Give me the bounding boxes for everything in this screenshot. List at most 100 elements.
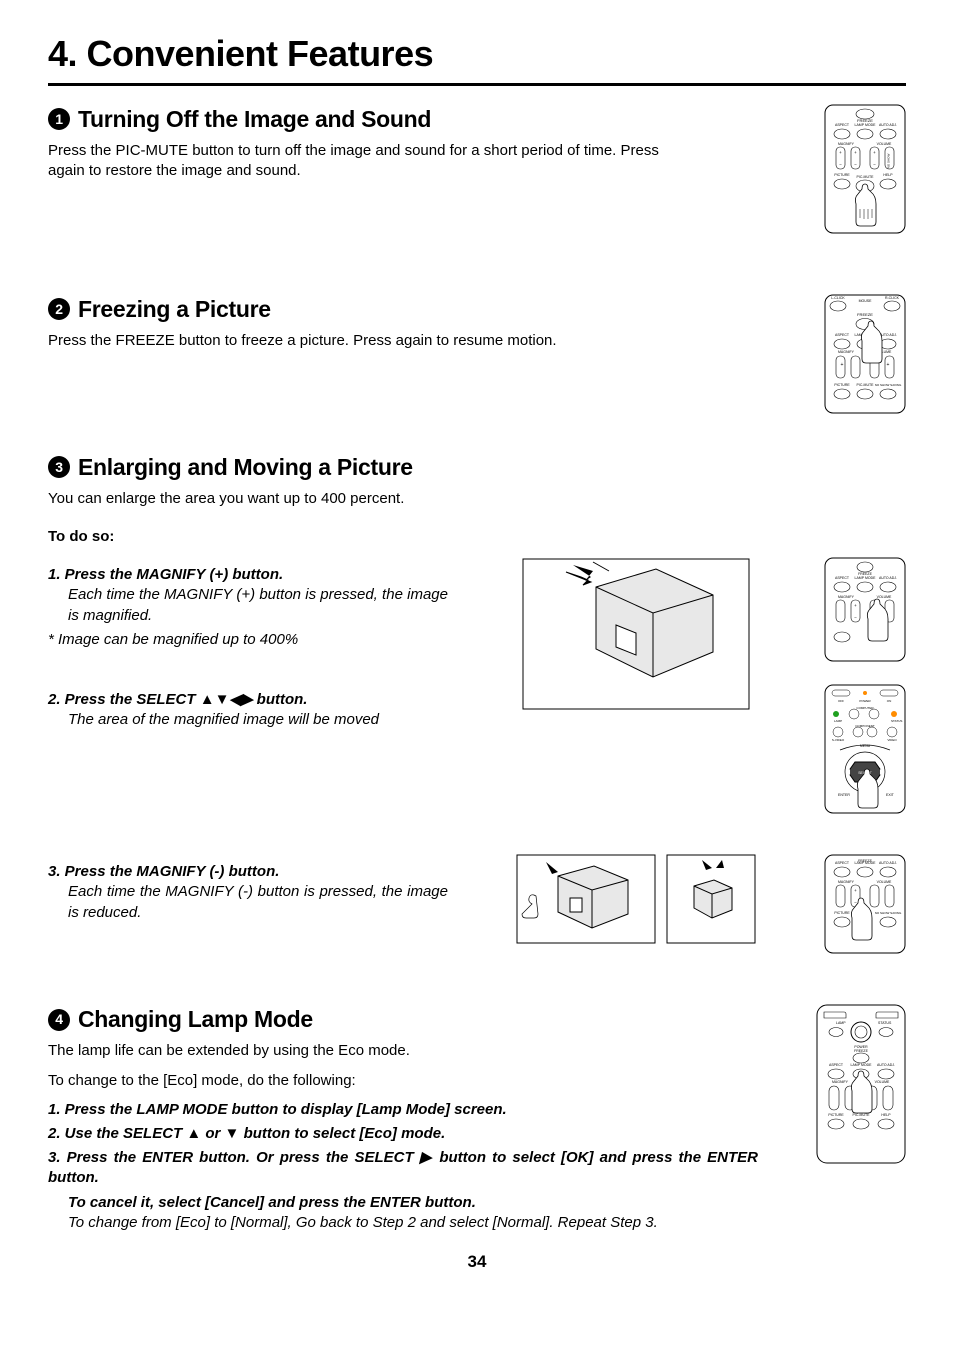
chapter-title: 4. Convenient Features <box>48 30 906 86</box>
svg-text:OFF: OFF <box>838 699 844 703</box>
svg-text:NO SHOW: NO SHOW <box>887 153 891 168</box>
section-1-heading: 1 Turning Off the Image and Sound <box>48 104 804 135</box>
svg-text:PICTURE: PICTURE <box>828 1113 844 1117</box>
section-1-title: Turning Off the Image and Sound <box>78 104 431 135</box>
section-1-body: Press the PIC-MUTE button to turn off th… <box>48 141 668 182</box>
step-3-detail: Each time the MAGNIFY (-) button is pres… <box>48 882 448 923</box>
illustration-zoom-out <box>516 854 756 944</box>
svg-text:AUTO ADJ.: AUTO ADJ. <box>879 576 897 580</box>
step-1-label: 1. Press the MAGNIFY (+) button. <box>48 565 448 585</box>
svg-text:PICTURE: PICTURE <box>834 383 850 387</box>
sec4-note: To change from [Eco] to [Normal], Go bac… <box>48 1213 748 1233</box>
remote-magnify-plus: FREEZE ASPECT LAMP MODE AUTO ADJ. MAGNIF… <box>824 557 906 662</box>
svg-text:+: + <box>854 603 857 608</box>
sec4-step3: 3. Press the ENTER button. Or press the … <box>48 1148 758 1189</box>
svg-text:+: + <box>854 888 857 893</box>
svg-text:LAMP MODE: LAMP MODE <box>855 576 877 580</box>
section-4-intro1: The lamp life can be extended by using t… <box>48 1041 768 1061</box>
section-4-title: Changing Lamp Mode <box>78 1004 313 1035</box>
section-4: 4 Changing Lamp Mode The lamp life can b… <box>48 1004 906 1233</box>
svg-text:VOLUME: VOLUME <box>877 142 892 146</box>
sec4-cancel: To cancel it, select [Cancel] and press … <box>48 1193 768 1213</box>
svg-text:FREEZE: FREEZE <box>857 312 873 317</box>
step-1-note: * Image can be magnified up to 400% <box>48 630 448 650</box>
step-2-label: 2. Press the SELECT ▲▼◀▶ button. <box>48 690 448 710</box>
svg-text:ASPECT: ASPECT <box>835 576 850 580</box>
svg-text:−: − <box>839 162 842 167</box>
section-3-todo: To do so: <box>48 527 906 547</box>
svg-text:+: + <box>841 362 844 368</box>
svg-text:LAMP MODE: LAMP MODE <box>855 861 877 865</box>
svg-text:PIC-MUTE: PIC-MUTE <box>857 175 875 179</box>
illustration-zoom-in <box>521 557 751 712</box>
section-3-heading: 3 Enlarging and Moving a Picture <box>48 452 906 483</box>
section-4-heading: 4 Changing Lamp Mode <box>48 1004 768 1035</box>
svg-text:MAGNIFY: MAGNIFY <box>838 350 855 354</box>
svg-text:PIC-MUTE: PIC-MUTE <box>857 383 875 387</box>
step-3-label: 3. Press the MAGNIFY (-) button. <box>48 862 448 882</box>
remote-select-dpad: OFF POWER ON COMPUTER LAMP STATUS COMPON… <box>824 684 906 814</box>
svg-text:STATUS: STATUS <box>891 719 902 723</box>
svg-text:HELP: HELP <box>881 1113 891 1117</box>
svg-text:VOLUME: VOLUME <box>877 595 892 599</box>
svg-text:EXIT: EXIT <box>886 793 895 797</box>
section-4-figure: LAMP STATUS POWER FREEZE ASPECT LAMP MOD… <box>816 1004 906 1233</box>
sec4-step2: 2. Use the SELECT ▲ or ▼ button to selec… <box>48 1124 768 1144</box>
svg-text:L-CLICK: L-CLICK <box>831 296 845 300</box>
svg-text:MAGNIFY: MAGNIFY <box>832 1080 849 1084</box>
step-1: 1. Press the MAGNIFY (+) button. Each ti… <box>48 565 448 626</box>
svg-text:AUTO ADJ.: AUTO ADJ. <box>879 123 897 127</box>
svg-text:−: − <box>873 162 876 167</box>
svg-text:MOUSE: MOUSE <box>859 299 873 303</box>
svg-text:LAMP: LAMP <box>836 1021 846 1025</box>
svg-text:LAMP MODE: LAMP MODE <box>855 123 877 127</box>
remote-magnify-minus: FREEZE ASPECT LAMP MODE AUTO ADJ. MAGNIF… <box>824 854 906 954</box>
section-2-figure: L-CLICK R-CLICK MOUSE FREEZE ASPECT LAMP… <box>824 294 906 414</box>
svg-text:S-VIDEO: S-VIDEO <box>832 738 845 742</box>
svg-text:+: + <box>854 150 857 155</box>
svg-text:−: − <box>854 615 857 620</box>
svg-text:MAGNIFY: MAGNIFY <box>838 880 855 884</box>
svg-text:MENU: MENU <box>860 744 871 748</box>
step-1-detail: Each time the MAGNIFY (+) button is pres… <box>48 585 448 626</box>
svg-text:HELP: HELP <box>883 173 893 177</box>
section-3-intro: You can enlarge the area you want up to … <box>48 489 906 509</box>
svg-text:R-CLICK: R-CLICK <box>885 296 900 300</box>
svg-text:−: − <box>854 162 857 167</box>
svg-text:MAGNIFY: MAGNIFY <box>838 142 855 146</box>
svg-text:ASPECT: ASPECT <box>835 333 850 337</box>
section-2-title: Freezing a Picture <box>78 294 271 325</box>
svg-text:STATUS: STATUS <box>878 1021 892 1025</box>
badge-1: 1 <box>48 108 70 130</box>
step-2: 2. Press the SELECT ▲▼◀▶ button. The are… <box>48 690 448 731</box>
svg-text:ASPECT: ASPECT <box>835 123 850 127</box>
svg-text:FREEZE: FREEZE <box>854 1049 868 1053</box>
svg-text:MAGNIFY: MAGNIFY <box>838 595 855 599</box>
step-2-detail: The area of the magnified image will be … <box>48 710 448 730</box>
page-number: 34 <box>48 1251 906 1274</box>
svg-text:LAMP MODE: LAMP MODE <box>851 1063 873 1067</box>
svg-text:+: + <box>839 150 842 155</box>
svg-text:LAMP: LAMP <box>834 719 842 723</box>
svg-text:AUTO ADJ.: AUTO ADJ. <box>877 1063 895 1067</box>
svg-text:+: + <box>873 150 876 155</box>
svg-text:PICTURE: PICTURE <box>834 173 850 177</box>
step-3: 3. Press the MAGNIFY (-) button. Each ti… <box>48 862 448 923</box>
svg-text:POWER: POWER <box>859 699 871 703</box>
svg-text:NO SHOW SAVING: NO SHOW SAVING <box>875 911 902 915</box>
svg-text:VIDEO: VIDEO <box>887 738 897 742</box>
section-4-intro2: To change to the [Eco] mode, do the foll… <box>48 1071 768 1091</box>
svg-text:ASPECT: ASPECT <box>835 861 850 865</box>
section-2-heading: 2 Freezing a Picture <box>48 294 804 325</box>
section-1: 1 Turning Off the Image and Sound Press … <box>48 104 906 234</box>
svg-text:ASPECT: ASPECT <box>829 1063 844 1067</box>
section-3: 3 Enlarging and Moving a Picture You can… <box>48 452 906 955</box>
svg-text:VOLUME: VOLUME <box>877 880 892 884</box>
section-1-figure: FREEZE ASPECT LAMP MODE AUTO ADJ. MAGNIF… <box>824 104 906 234</box>
svg-text:NO SHOW SAVING: NO SHOW SAVING <box>875 383 902 387</box>
svg-text:AUTO ADJ.: AUTO ADJ. <box>879 861 897 865</box>
badge-4: 4 <box>48 1009 70 1031</box>
section-3-title: Enlarging and Moving a Picture <box>78 452 413 483</box>
section-2-body: Press the FREEZE button to freeze a pict… <box>48 331 804 351</box>
svg-text:PIC-MUTE: PIC-MUTE <box>853 1113 871 1117</box>
